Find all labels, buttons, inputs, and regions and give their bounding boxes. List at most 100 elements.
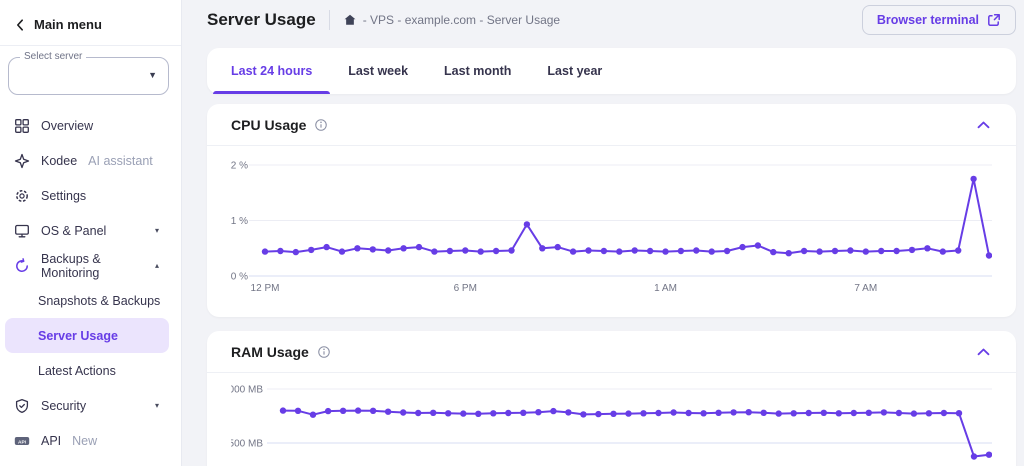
data-point[interactable] xyxy=(878,247,885,255)
data-point[interactable] xyxy=(893,247,900,255)
data-point[interactable] xyxy=(955,247,962,254)
data-point[interactable] xyxy=(625,410,632,417)
data-point[interactable] xyxy=(415,243,423,251)
data-point[interactable] xyxy=(324,407,332,415)
data-point[interactable] xyxy=(565,409,572,416)
data-point[interactable] xyxy=(446,247,454,255)
tab-last-week[interactable]: Last week xyxy=(330,48,426,94)
data-point[interactable] xyxy=(292,248,299,256)
data-point[interactable] xyxy=(831,247,839,255)
data-point[interactable] xyxy=(910,410,918,417)
data-point[interactable] xyxy=(700,410,707,417)
data-point[interactable] xyxy=(850,409,857,417)
data-point[interactable] xyxy=(754,242,762,249)
data-point[interactable] xyxy=(970,175,977,183)
sidebar-item-os-panel[interactable]: OS & Panel ▾ xyxy=(5,213,169,248)
data-point[interactable] xyxy=(385,247,392,254)
data-point[interactable] xyxy=(739,243,746,251)
data-point[interactable] xyxy=(940,409,948,417)
data-point[interactable] xyxy=(415,409,422,417)
data-point[interactable] xyxy=(261,248,269,255)
data-point[interactable] xyxy=(640,410,647,417)
data-point[interactable] xyxy=(580,411,587,418)
data-point[interactable] xyxy=(520,409,527,416)
sidebar-item-security[interactable]: Security ▾ xyxy=(5,388,169,423)
sidebar-item-latest-actions[interactable]: Latest Actions xyxy=(5,353,169,388)
data-point[interactable] xyxy=(505,409,512,417)
data-point[interactable] xyxy=(279,407,287,414)
data-point[interactable] xyxy=(646,247,654,255)
data-point[interactable] xyxy=(924,245,931,252)
data-point[interactable] xyxy=(369,407,377,414)
sidebar-item-api[interactable]: API API New xyxy=(5,423,169,458)
data-point[interactable] xyxy=(970,453,978,460)
data-point[interactable] xyxy=(880,409,888,416)
data-point[interactable] xyxy=(835,410,842,417)
data-point[interactable] xyxy=(492,247,500,255)
ram-collapse-button[interactable] xyxy=(975,346,992,358)
data-point[interactable] xyxy=(715,409,722,416)
data-point[interactable] xyxy=(847,247,854,254)
data-point[interactable] xyxy=(895,409,903,417)
data-point[interactable] xyxy=(431,248,438,255)
data-point[interactable] xyxy=(816,248,823,255)
data-point[interactable] xyxy=(662,248,669,255)
tab-last-year[interactable]: Last year xyxy=(529,48,620,94)
data-point[interactable] xyxy=(354,407,362,414)
data-point[interactable] xyxy=(693,247,700,254)
sidebar-item-server-usage[interactable]: Server Usage xyxy=(5,318,169,353)
data-point[interactable] xyxy=(820,409,827,416)
data-point[interactable] xyxy=(477,248,484,255)
data-point[interactable] xyxy=(277,247,284,255)
sidebar-item-settings[interactable]: Settings xyxy=(5,178,169,213)
data-point[interactable] xyxy=(595,410,602,418)
data-point[interactable] xyxy=(535,409,542,416)
sidebar-item-snapshots-backups[interactable]: Snapshots & Backups xyxy=(5,283,169,318)
data-point[interactable] xyxy=(460,410,467,417)
data-point[interactable] xyxy=(550,407,557,415)
data-point[interactable] xyxy=(462,247,469,254)
data-point[interactable] xyxy=(384,408,392,415)
info-icon[interactable] xyxy=(314,118,328,132)
data-point[interactable] xyxy=(790,410,797,417)
data-point[interactable] xyxy=(745,409,752,416)
server-select[interactable]: Select server ▼ xyxy=(8,51,169,95)
data-point[interactable] xyxy=(655,409,662,417)
data-point[interactable] xyxy=(539,245,546,252)
sidebar-item-backups-monitoring[interactable]: Backups & Monitoring ▴ xyxy=(5,248,169,283)
data-point[interactable] xyxy=(677,247,685,255)
data-point[interactable] xyxy=(600,247,608,255)
data-point[interactable] xyxy=(508,247,515,254)
data-point[interactable] xyxy=(955,410,963,417)
data-point[interactable] xyxy=(865,409,872,416)
home-icon[interactable] xyxy=(343,13,357,27)
data-point[interactable] xyxy=(939,248,946,255)
data-point[interactable] xyxy=(785,250,792,257)
data-point[interactable] xyxy=(369,246,376,253)
data-point[interactable] xyxy=(616,248,623,255)
tab-last-24-hours[interactable]: Last 24 hours xyxy=(213,48,331,94)
sidebar-item-kodee[interactable]: Kodee AI assistant xyxy=(5,143,169,178)
data-point[interactable] xyxy=(354,245,361,252)
data-point[interactable] xyxy=(445,410,452,417)
data-point[interactable] xyxy=(400,409,407,416)
data-point[interactable] xyxy=(775,410,782,417)
back-to-main-menu[interactable]: Main menu xyxy=(0,0,181,45)
data-point[interactable] xyxy=(490,410,497,417)
data-point[interactable] xyxy=(985,252,992,259)
data-point[interactable] xyxy=(760,409,767,416)
data-point[interactable] xyxy=(770,248,777,256)
data-point[interactable] xyxy=(323,243,330,251)
data-point[interactable] xyxy=(430,409,437,416)
data-point[interactable] xyxy=(708,248,715,255)
data-point[interactable] xyxy=(610,410,617,417)
data-point[interactable] xyxy=(985,451,992,458)
sidebar-item-overview[interactable]: Overview xyxy=(5,108,169,143)
data-point[interactable] xyxy=(339,407,347,414)
cpu-collapse-button[interactable] xyxy=(975,119,992,131)
data-point[interactable] xyxy=(730,409,737,416)
data-point[interactable] xyxy=(908,246,916,254)
data-point[interactable] xyxy=(523,221,531,228)
data-point[interactable] xyxy=(925,410,933,417)
browser-terminal-button[interactable]: Browser terminal xyxy=(861,5,1016,35)
